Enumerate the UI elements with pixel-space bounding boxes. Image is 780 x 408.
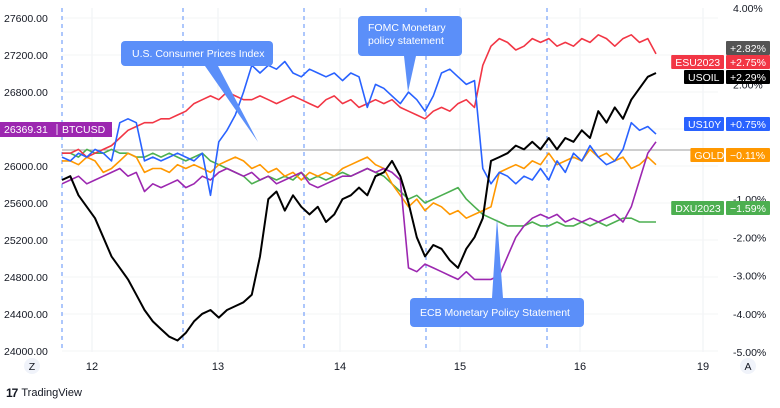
callout-box-3 [410, 298, 584, 327]
brand-name: TradingView [21, 387, 82, 399]
a-button-label: A [744, 361, 751, 373]
right-tick-label: -2.00% [733, 232, 766, 244]
x-tick-label: 13 [212, 361, 224, 373]
callouts: U.S. Consumer Prices Index FOMC Monetaryp… [121, 16, 584, 327]
series-line-btcusd [61, 141, 657, 281]
x-tick-label: 19 [697, 361, 709, 373]
series-line-usoil [61, 72, 657, 342]
series-name-tag-text: DXU2023 [675, 203, 721, 215]
series-name-tag-dxu2023 [671, 201, 724, 215]
left-tick-label: 24000.00 [4, 346, 48, 358]
series-value-tag-esu2023 [726, 55, 770, 69]
a-button-bg [740, 358, 756, 374]
series-value-tag-extra [726, 41, 770, 55]
btc-symbol-text: BTCUSD [62, 124, 106, 136]
series-name-tag-text: GOLD [694, 150, 724, 162]
series-line-us10y [61, 60, 657, 197]
right-tick-label: -4.00% [733, 309, 766, 321]
left-tick-label: 26800.00 [4, 87, 48, 99]
brand[interactable]: 17 TradingView [6, 386, 82, 400]
series-value-tag-text: −1.59% [730, 203, 766, 215]
callout-text: U.S. Consumer Prices Index [132, 48, 265, 60]
series-name-tag-text: USOIL [688, 72, 720, 84]
series-name-tag-text: ESU2023 [675, 57, 720, 69]
callout-pointer [404, 56, 416, 92]
series-value-tag-text: +2.29% [730, 72, 766, 84]
right-tick-label: -5.00% [733, 347, 766, 359]
series-line-esu2023 [62, 33, 657, 158]
left-tick-label: 26000.00 [4, 161, 48, 173]
callout-box-1 [121, 41, 273, 66]
series-name-tag-usoil [684, 70, 724, 84]
callout-text: policy statement [368, 35, 444, 47]
right-tick-label: -3.00% [733, 271, 766, 283]
series-value-tag-us10y [726, 117, 770, 131]
series-name-tag-esu2023 [671, 55, 724, 69]
btc-label-bg [0, 122, 112, 137]
callout-text: FOMC Monetary [368, 22, 446, 34]
series-value-tag-text: +2.82% [730, 43, 766, 55]
x-axis: 12 13 14 15 16 19 [86, 361, 709, 373]
callout-box-2 [358, 16, 462, 56]
x-tick-label: 12 [86, 361, 98, 373]
series-group [61, 33, 657, 342]
series-value-tag-dxu2023 [726, 201, 770, 215]
x-tick-label: 16 [574, 361, 586, 373]
series-line-gold [62, 148, 657, 219]
series-value-tag-usoil [726, 70, 770, 84]
callout-pointer [492, 218, 503, 298]
callout-text: ECB Monetary Policy Statement [420, 307, 570, 319]
x-tick-label: 14 [334, 361, 346, 373]
z-button-label: Z [29, 361, 36, 373]
series-name-tag-us10y [684, 117, 724, 131]
series-value-tag-text: +0.75% [730, 119, 766, 131]
right-value-labels: +2.82% ESU2023 +2.75% USOIL +2.29% US10Y +0.75… [671, 41, 770, 215]
series-value-tag-gold [726, 148, 770, 162]
left-tick-label: 25200.00 [4, 235, 48, 247]
btc-price-label: 26369.31 BTCUSD [0, 122, 112, 137]
left-axis: 27600.0027200.0026800.0026400.0026000.00… [4, 13, 48, 358]
right-tick-label: 4.00% [733, 3, 763, 15]
series-name-tag-text: US10Y [688, 119, 721, 131]
series-value-tag-text: −0.11% [730, 150, 765, 162]
left-tick-label: 24800.00 [4, 272, 48, 284]
left-tick-label: 27600.00 [4, 13, 48, 25]
left-tick-label: 24400.00 [4, 309, 48, 321]
a-button[interactable]: A [740, 358, 756, 374]
callout-pointer [205, 66, 258, 142]
btc-price-text: 26369.31 [4, 124, 48, 136]
x-tick-label: 15 [454, 361, 466, 373]
tradingview-logo-icon: 17 [6, 386, 18, 400]
left-tick-label: 27200.00 [4, 50, 48, 62]
z-button[interactable]: Z [24, 358, 40, 374]
series-name-tag-gold [690, 148, 724, 162]
series-value-tag-text: +2.75% [730, 57, 766, 69]
left-tick-label: 25600.00 [4, 198, 48, 210]
z-button-bg [24, 358, 40, 374]
